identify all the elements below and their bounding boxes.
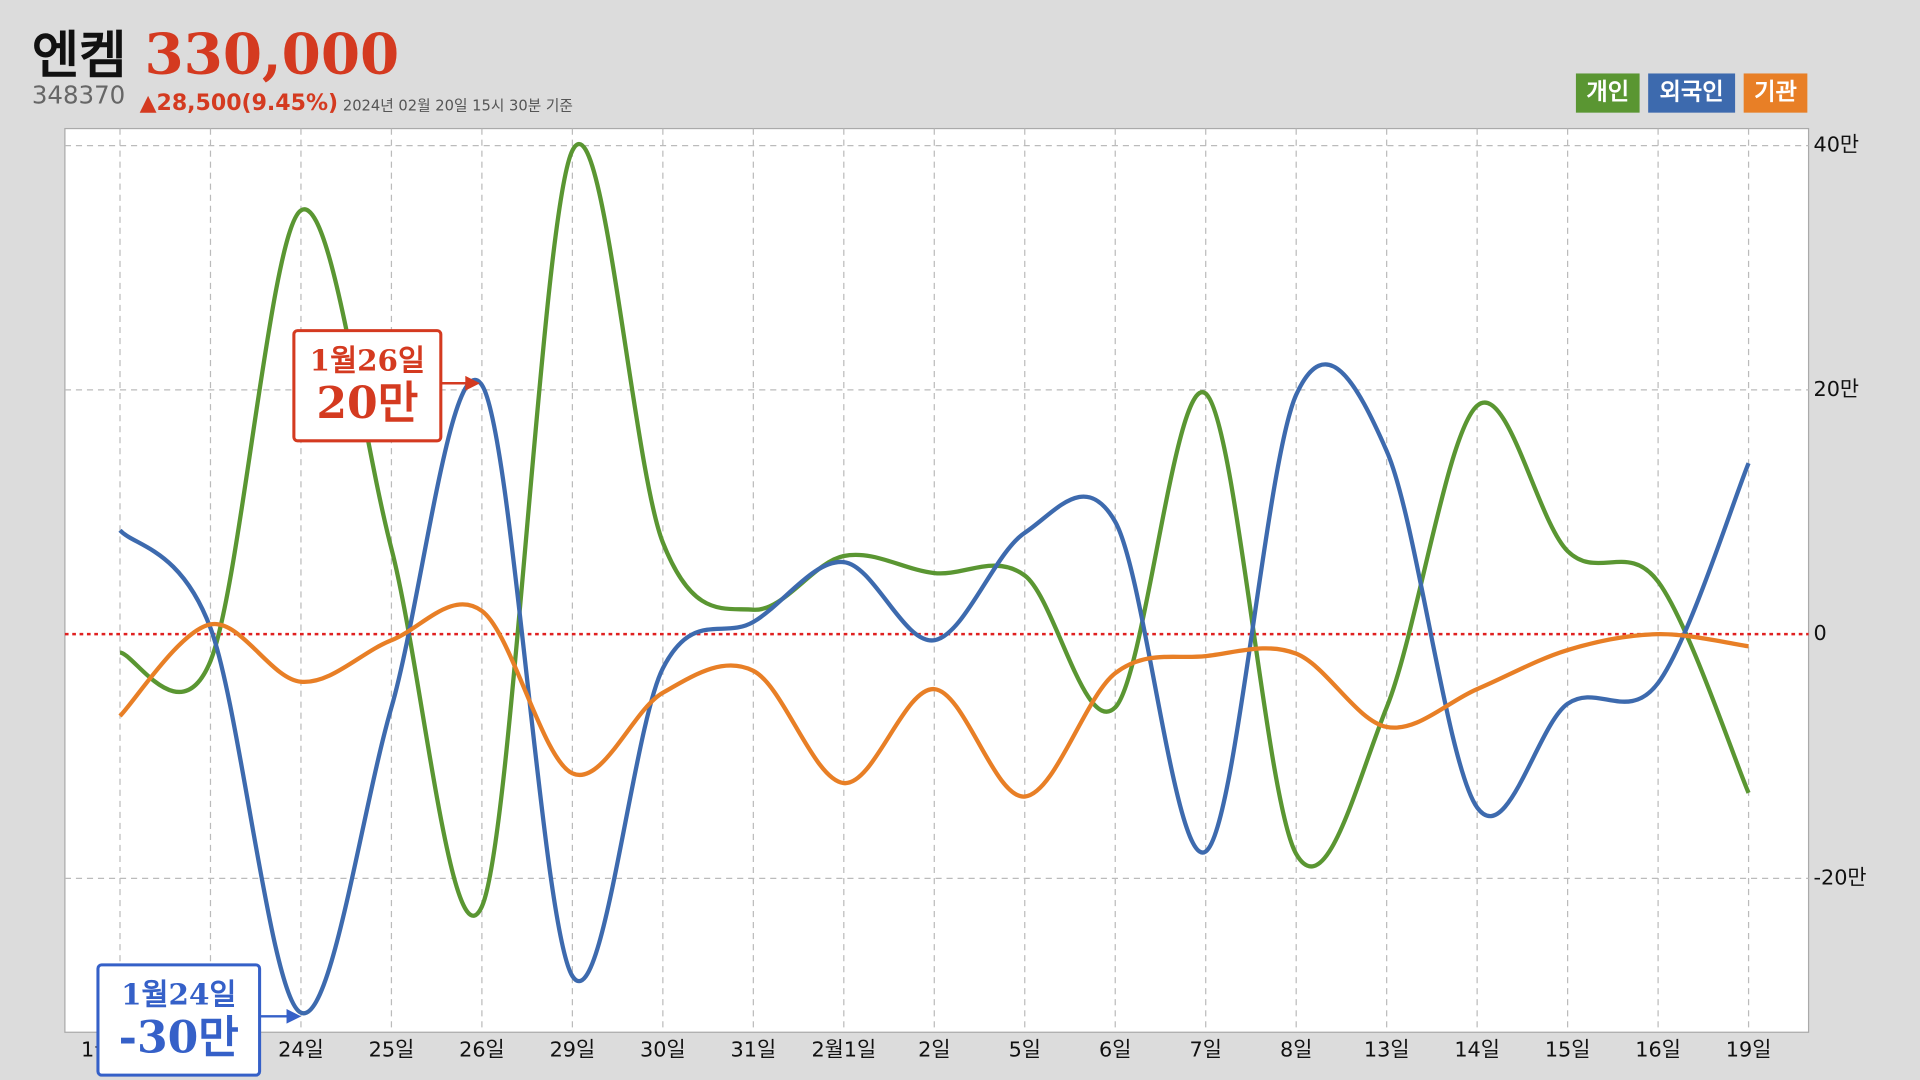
x-tick-label: 29일 [550, 1038, 596, 1062]
x-tick-label: 31일 [731, 1038, 777, 1062]
stock-price: 330,000 [144, 21, 399, 87]
annotation-title: 1월24일 [121, 977, 236, 1012]
series-line [118, 362, 1751, 1016]
legend-label: 기관 [1754, 79, 1797, 106]
series-line [119, 142, 1751, 918]
annotation-box [292, 329, 443, 443]
annotation-arrowhead [286, 1008, 302, 1024]
legend-label: 외국인 [1660, 79, 1724, 106]
lines [118, 142, 1751, 1016]
annotation-text: -30만 [119, 1012, 239, 1063]
x-tick-label: 14일 [1454, 1038, 1500, 1062]
x-tick-label: 30일 [640, 1038, 686, 1062]
x-tick-label: 19일 [1726, 1038, 1772, 1062]
legend: 개인 외국인 기관 [1575, 73, 1808, 113]
legend-swatch [1743, 73, 1808, 113]
timestamp: 2024년 02월 20일 15시 30분 기준 [343, 98, 573, 115]
annotation-text: 20만 [316, 378, 418, 429]
x-tick-label: 6일 [1099, 1038, 1131, 1062]
x-tick-label: 24일 [278, 1038, 324, 1062]
y-tick-label: 20만 [1813, 377, 1859, 401]
x-tick-label: 7일 [1190, 1038, 1222, 1062]
stock-code: 348370 [32, 81, 125, 110]
x-tick-label: 26일 [459, 1038, 505, 1062]
x-tick-label: 5일 [1009, 1038, 1041, 1062]
y-tick-label: -20만 [1813, 865, 1866, 889]
x-tick-label: 13일 [1364, 1038, 1410, 1062]
series-line [118, 602, 1749, 799]
legend-label: 개인 [1586, 79, 1629, 106]
x-tick-label: 25일 [369, 1038, 415, 1062]
x-tick-label: 8일 [1280, 1038, 1312, 1062]
y-tick-label: 40만 [1813, 133, 1859, 157]
annotation-arrowhead [465, 375, 480, 391]
x-tick-label: 2일 [918, 1038, 950, 1062]
plot-area [64, 127, 1810, 1033]
stock-name: 엔켐 [32, 26, 127, 86]
x-tick-label: 2월1일 [811, 1038, 876, 1062]
annotation-box [96, 963, 262, 1077]
x-tick-label: 16일 [1635, 1038, 1681, 1062]
legend-swatch [1575, 73, 1640, 113]
annotation-title: 1월26일 [310, 342, 425, 377]
x-tick-label: 15일 [1545, 1038, 1591, 1062]
price-change: ▲28,500(9.45%) [140, 91, 339, 116]
legend-swatch [1648, 73, 1736, 113]
y-tick-label: 0 [1813, 621, 1826, 645]
